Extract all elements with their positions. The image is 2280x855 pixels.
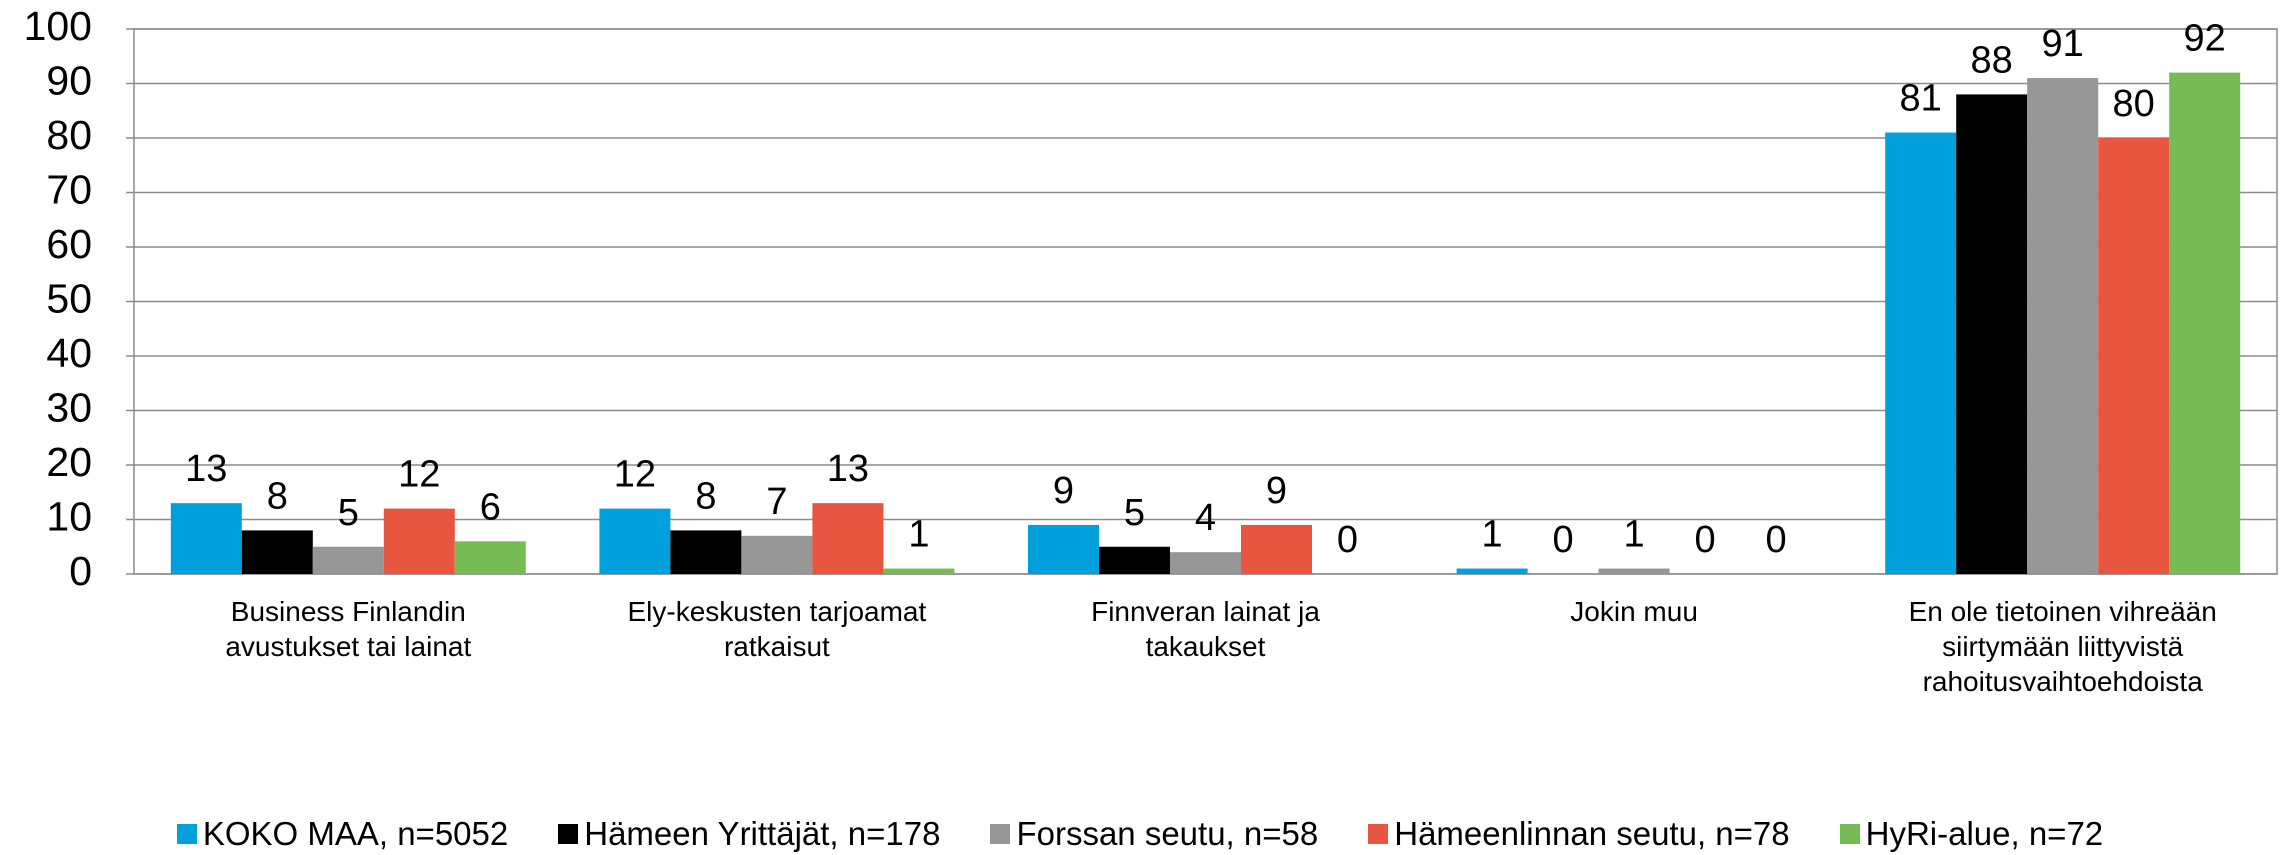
bar xyxy=(1099,546,1170,574)
legend-swatch xyxy=(1839,824,1860,844)
data-label: 92 xyxy=(2184,18,2226,60)
y-tick-label: 40 xyxy=(46,330,92,376)
bar xyxy=(1028,524,1099,574)
bar xyxy=(1241,524,1312,574)
legend-item: Hämeenlinnan seutu, n=78 xyxy=(1368,815,1790,853)
bar xyxy=(1598,568,1670,574)
data-label: 91 xyxy=(2042,23,2084,65)
y-tick-label: 50 xyxy=(46,275,92,321)
data-label: 8 xyxy=(267,475,288,517)
y-tick-label: 20 xyxy=(46,439,92,485)
bar xyxy=(312,546,384,574)
bar xyxy=(812,503,884,574)
x-tick-label: Ely-keskusten tarjoamat ratkaisut xyxy=(627,596,927,662)
bar xyxy=(2027,78,2099,575)
bar xyxy=(2169,72,2241,574)
y-tick-label: 10 xyxy=(46,493,92,539)
data-label: 8 xyxy=(695,475,716,517)
legend-swatch xyxy=(990,824,1011,844)
y-tick-label: 90 xyxy=(46,57,92,103)
bar xyxy=(1170,552,1241,574)
legend-swatch xyxy=(176,824,197,844)
x-tick-label: Jokin muu xyxy=(1570,596,1698,627)
data-label: 12 xyxy=(398,454,440,496)
data-label: 13 xyxy=(827,448,869,490)
legend-swatch xyxy=(558,824,579,844)
data-label: 5 xyxy=(338,492,359,534)
legend-item: Hämeen Yrittäjät, n=178 xyxy=(558,815,940,853)
data-label: 80 xyxy=(2113,83,2155,125)
legend-label: HyRi-alue, n=72 xyxy=(1865,815,2104,852)
data-label: 4 xyxy=(1195,497,1216,539)
x-tick-label: Business Finlandin avustukset tai lainat xyxy=(225,596,472,662)
bar xyxy=(2098,138,2170,574)
data-label: 81 xyxy=(1900,78,1942,120)
data-label: 9 xyxy=(1266,470,1287,512)
legend-item: Forssan seutu, n=58 xyxy=(990,815,1318,853)
data-label: 1 xyxy=(908,514,929,556)
bar xyxy=(599,508,671,574)
legend-swatch xyxy=(1368,824,1389,844)
legend-label: Forssan seutu, n=58 xyxy=(1016,815,1319,852)
bar xyxy=(383,508,455,574)
bar xyxy=(883,568,955,574)
y-tick-label: 100 xyxy=(24,3,92,49)
data-label: 1 xyxy=(1482,514,1503,556)
data-label: 0 xyxy=(1766,519,1787,561)
data-label: 5 xyxy=(1124,492,1145,534)
legend-item: KOKO MAA, n=5052 xyxy=(176,815,509,853)
bar xyxy=(670,530,742,574)
data-label: 13 xyxy=(185,448,227,490)
data-label: 12 xyxy=(614,454,656,496)
x-tick-label: En ole tietoinen vihreään siirtymään lii… xyxy=(1908,596,2217,697)
x-tick-label: Finnveran lainat ja takaukset xyxy=(1091,596,1320,662)
data-label: 88 xyxy=(1971,39,2013,81)
data-label: 0 xyxy=(1337,519,1358,561)
legend-item: HyRi-alue, n=72 xyxy=(1839,815,2104,853)
data-label: 7 xyxy=(766,481,787,523)
data-label: 0 xyxy=(1695,519,1716,561)
bar xyxy=(170,503,242,574)
legend-label: Hämeenlinnan seutu, n=78 xyxy=(1394,815,1790,852)
bar xyxy=(454,541,526,574)
bar xyxy=(1885,132,1957,575)
y-tick-label: 70 xyxy=(46,166,92,212)
bar xyxy=(241,530,313,574)
y-tick-label: 60 xyxy=(46,221,92,267)
data-label: 9 xyxy=(1053,470,1074,512)
legend-label: KOKO MAA, n=5052 xyxy=(202,815,509,852)
legend: KOKO MAA, n=5052 Hämeen Yrittäjät, n=178 F… xyxy=(0,815,2280,853)
y-tick-label: 0 xyxy=(69,548,92,594)
bar xyxy=(1956,94,2028,575)
data-label: 1 xyxy=(1624,514,1645,556)
data-label: 6 xyxy=(480,486,501,528)
y-tick-label: 80 xyxy=(46,112,92,158)
legend-label: Hämeen Yrittäjät, n=178 xyxy=(584,815,941,852)
bar xyxy=(1456,568,1528,574)
y-tick-label: 30 xyxy=(46,384,92,430)
data-label: 0 xyxy=(1553,519,1574,561)
bar xyxy=(741,535,813,574)
